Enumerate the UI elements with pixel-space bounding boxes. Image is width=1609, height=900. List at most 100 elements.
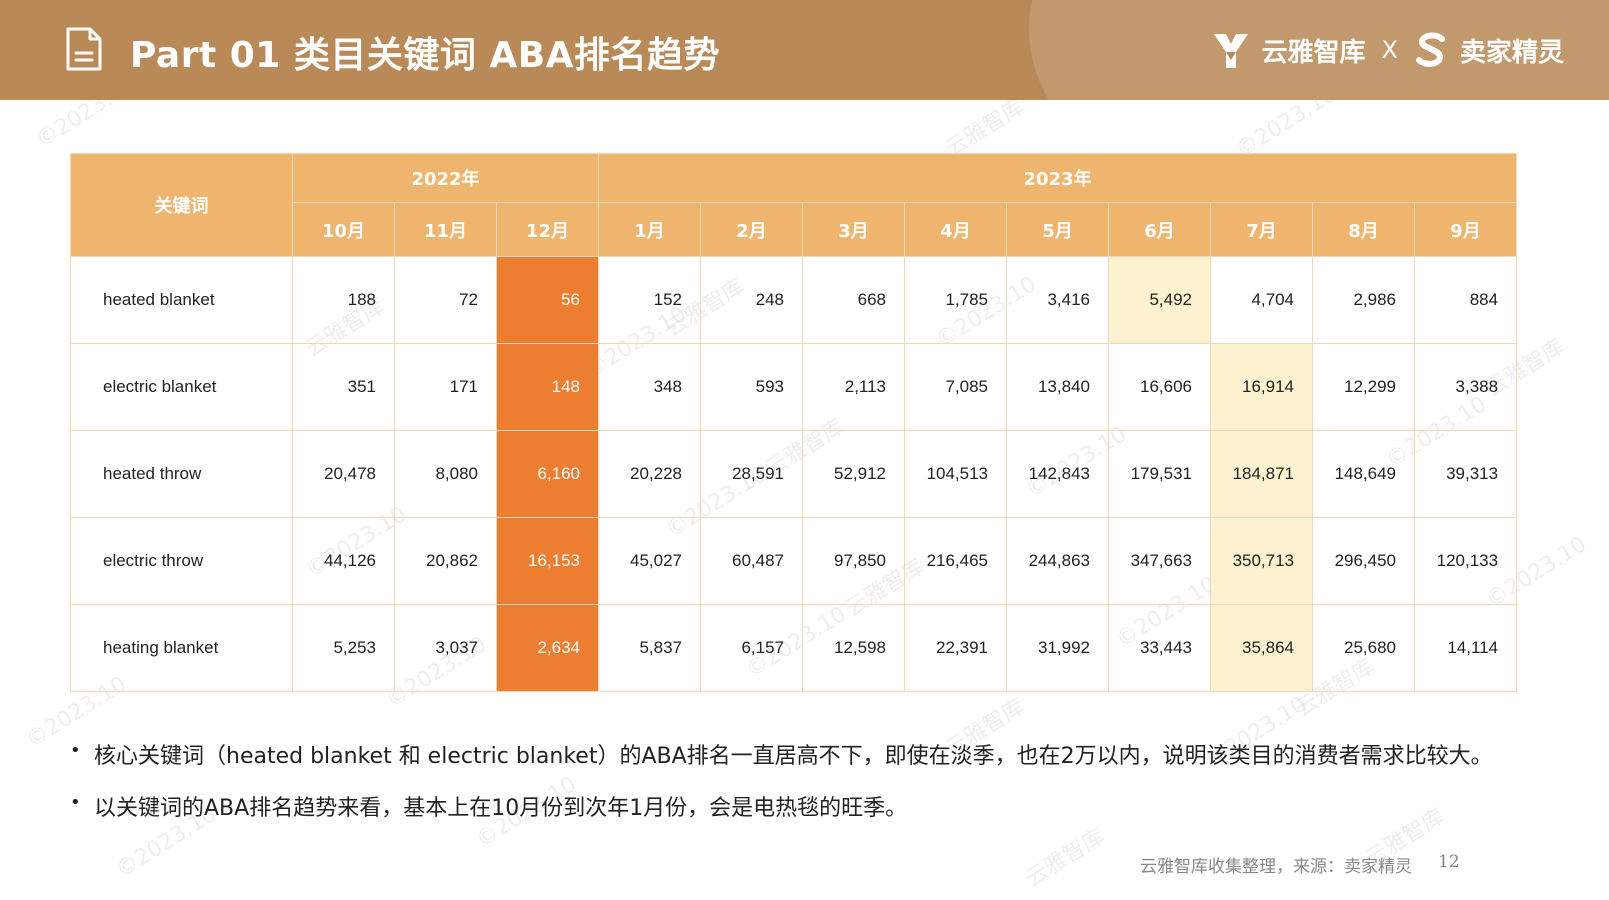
rank-cell: 104,513 — [904, 430, 1008, 518]
rank-cell: 668 — [802, 256, 906, 344]
rank-cell: 179,531 — [1108, 430, 1212, 518]
month-header: 10月 — [292, 202, 395, 257]
rank-cell: 188 — [292, 256, 395, 344]
rank-cell: 52,912 — [802, 430, 906, 518]
month-header: 3月 — [802, 202, 906, 257]
rank-cell-best-month: 56 — [495, 256, 600, 344]
sellersprite-logo-icon — [1415, 32, 1445, 67]
insight-text: 核心关键词（heated blanket 和 electric blanket）… — [94, 744, 1493, 769]
brand-name-yunya: 云雅智库 — [1261, 37, 1366, 68]
rank-cell: 31,992 — [1006, 604, 1110, 692]
rank-cell: 28,591 — [700, 430, 804, 518]
rank-cell: 13,840 — [1006, 343, 1110, 431]
watermark: 云雅智库 — [1021, 824, 1110, 893]
aba-rank-table: 关键词 2022年 2023年 10月 11月 12月 1月 2月 3月 4月 … — [70, 153, 1518, 692]
month-header: 8月 — [1312, 202, 1416, 257]
insight-bullet: • 核心关键词（heated blanket 和 electric blanke… — [70, 738, 1493, 770]
rank-cell: 244,863 — [1006, 517, 1110, 605]
rank-cell: 148,649 — [1312, 430, 1416, 518]
rank-cell: 2,986 — [1312, 256, 1416, 344]
table-row: heated throw 20,478 8,080 6,160 20,228 2… — [70, 430, 1518, 518]
rank-cell: 7,085 — [904, 343, 1008, 431]
rank-cell-worst-month: 16,914 — [1210, 343, 1314, 431]
rank-cell: 1,785 — [904, 256, 1008, 344]
brand-separator: X — [1381, 36, 1398, 64]
rank-cell-worst-month: 35,864 — [1210, 604, 1314, 692]
month-header: 4月 — [904, 202, 1008, 257]
table-row: electric blanket 351 171 148 348 593 2,1… — [70, 343, 1518, 431]
rank-cell: 2,113 — [802, 343, 906, 431]
rank-cell: 20,228 — [598, 430, 702, 518]
rank-cell: 296,450 — [1312, 517, 1416, 605]
rank-cell: 39,313 — [1414, 430, 1518, 518]
rank-cell: 72 — [394, 256, 497, 344]
month-header: 1月 — [598, 202, 702, 257]
rank-cell: 12,299 — [1312, 343, 1416, 431]
table-row: heated blanket 188 72 56 152 248 668 1,7… — [70, 256, 1518, 344]
header-band: Part 01 类目关键词 ABA排名趋势 云雅智库 X 卖家精灵 — [0, 0, 1609, 100]
rank-cell: 351 — [292, 343, 395, 431]
watermark: ©2023.10 — [31, 100, 142, 154]
rank-cell-best-month: 148 — [495, 343, 600, 431]
rank-cell-worst-month: 5,492 — [1108, 256, 1212, 344]
rank-cell: 884 — [1414, 256, 1518, 344]
rank-cell: 3,416 — [1006, 256, 1110, 344]
rank-cell: 142,843 — [1006, 430, 1110, 518]
bullet-marker: • — [70, 740, 81, 761]
keyword-column-header: 关键词 — [70, 153, 293, 257]
rank-cell-best-month: 6,160 — [495, 430, 600, 518]
header-decoration — [1029, 0, 1609, 100]
rank-cell-best-month: 2,634 — [495, 604, 600, 692]
rank-cell: 171 — [394, 343, 497, 431]
rank-cell: 248 — [700, 256, 804, 344]
rank-cell: 20,862 — [394, 517, 497, 605]
rank-cell: 3,388 — [1414, 343, 1518, 431]
rank-cell: 45,027 — [598, 517, 702, 605]
keyword-cell: heated blanket — [70, 256, 293, 344]
table-row: electric throw 44,126 20,862 16,153 45,0… — [70, 517, 1518, 605]
rank-cell: 25,680 — [1312, 604, 1416, 692]
keyword-cell: electric blanket — [70, 343, 293, 431]
rank-cell: 348 — [598, 343, 702, 431]
month-header: 5月 — [1006, 202, 1110, 257]
rank-cell: 12,598 — [802, 604, 906, 692]
brand-lockup: 云雅智库 X 卖家精灵 — [1212, 28, 1564, 72]
rank-cell: 152 — [598, 256, 702, 344]
rank-cell: 216,465 — [904, 517, 1008, 605]
rank-cell: 5,253 — [292, 604, 395, 692]
rank-cell: 20,478 — [292, 430, 395, 518]
month-header: 11月 — [394, 202, 497, 257]
rank-cell: 16,606 — [1108, 343, 1212, 431]
rank-cell: 14,114 — [1414, 604, 1518, 692]
rank-cell-worst-month: 350,713 — [1210, 517, 1314, 605]
rank-cell: 3,037 — [394, 604, 497, 692]
rank-cell: 33,443 — [1108, 604, 1212, 692]
rank-cell: 6,157 — [700, 604, 804, 692]
keyword-cell: heating blanket — [70, 604, 293, 692]
rank-cell: 4,704 — [1210, 256, 1314, 344]
keyword-cell: heated throw — [70, 430, 293, 518]
page-number: 12 — [1438, 852, 1460, 872]
month-header: 9月 — [1414, 202, 1518, 257]
insight-text: 以关键词的ABA排名趋势来看，基本上在10月份到次年1月份，会是电热毯的旺季。 — [94, 796, 908, 821]
month-header: 12月 — [495, 202, 600, 257]
source-note: 云雅智库收集整理，来源：卖家精灵 — [1140, 857, 1412, 877]
brand-name-sellersprite: 卖家精灵 — [1459, 37, 1564, 68]
yunya-logo-icon — [1213, 34, 1248, 68]
year-header-2023: 2023年 — [598, 153, 1518, 203]
document-icon — [66, 27, 102, 71]
rank-cell: 5,837 — [598, 604, 702, 692]
rank-cell-best-month: 16,153 — [495, 517, 600, 605]
rank-cell: 120,133 — [1414, 517, 1518, 605]
rank-cell: 44,126 — [292, 517, 395, 605]
year-header-2022: 2022年 — [291, 153, 600, 203]
month-header: 2月 — [700, 202, 804, 257]
insight-bullet: • 以关键词的ABA排名趋势来看，基本上在10月份到次年1月份，会是电热毯的旺季… — [70, 790, 907, 822]
rank-cell: 22,391 — [904, 604, 1008, 692]
rank-cell: 593 — [700, 343, 804, 431]
keyword-cell: electric throw — [70, 517, 293, 605]
month-header: 6月 — [1108, 202, 1212, 257]
table-row: heating blanket 5,253 3,037 2,634 5,837 … — [70, 604, 1518, 692]
month-header: 7月 — [1210, 202, 1314, 257]
footer: 云雅智库收集整理，来源：卖家精灵 12 — [1140, 852, 1460, 877]
